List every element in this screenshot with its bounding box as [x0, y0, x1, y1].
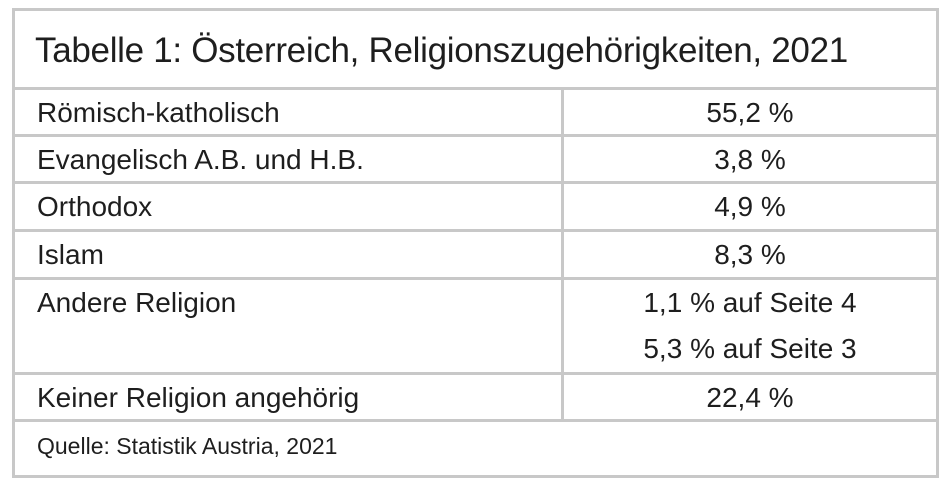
row-value: 1,1 % auf Seite 4 — [643, 287, 857, 318]
row-label: Islam — [15, 232, 564, 277]
row-label: Keiner Religion angehörig — [15, 375, 564, 419]
table-row: Andere Religion 1,1 % auf Seite 4 5,3 % … — [15, 280, 936, 375]
row-value: 3,8 % — [714, 144, 786, 175]
row-label: Orthodox — [15, 184, 564, 229]
row-label: Evangelisch A.B. und H.B. — [15, 137, 564, 181]
table-row: Evangelisch A.B. und H.B. 3,8 % — [15, 137, 936, 184]
row-label: Andere Religion — [15, 280, 564, 372]
row-value: 22,4 % — [706, 382, 794, 413]
row-value: 8,3 % — [714, 239, 786, 270]
row-value: 5,3 % auf Seite 3 — [643, 333, 857, 364]
table-row: Orthodox 4,9 % — [15, 184, 936, 232]
table-title: Tabelle 1: Österreich, Religionszugehöri… — [15, 11, 936, 90]
table-source: Quelle: Statistik Austria, 2021 — [37, 433, 338, 459]
row-values: 1,1 % auf Seite 4 5,3 % auf Seite 3 — [564, 280, 936, 372]
row-label: Römisch-katholisch — [15, 90, 564, 134]
religion-table: Tabelle 1: Österreich, Religionszugehöri… — [12, 8, 939, 478]
table-row: Islam 8,3 % — [15, 232, 936, 280]
row-value: 55,2 % — [706, 97, 794, 128]
table-row: Keiner Religion angehörig 22,4 % — [15, 375, 936, 422]
row-value: 4,9 % — [714, 191, 786, 222]
table-row: Römisch-katholisch 55,2 % — [15, 90, 936, 137]
